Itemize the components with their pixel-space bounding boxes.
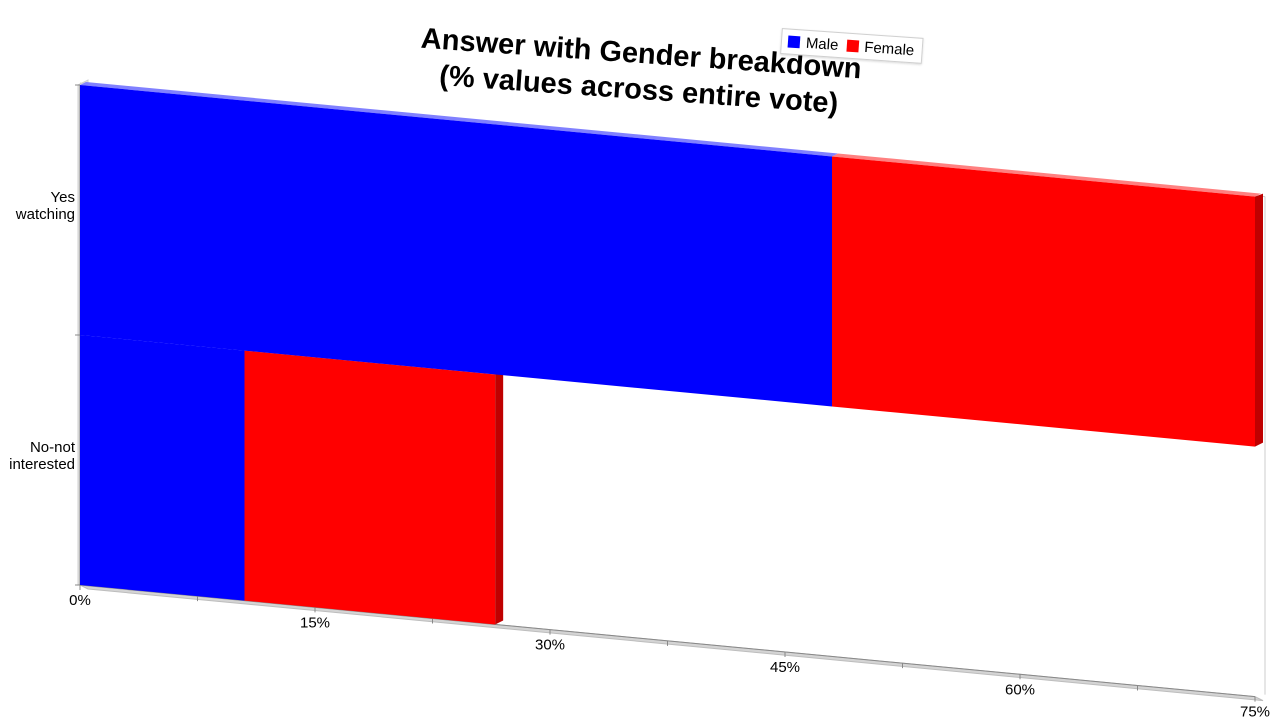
category-label-line: watching	[15, 206, 75, 223]
legend-swatch-male	[787, 35, 801, 49]
legend-swatch-female	[845, 39, 859, 53]
x-tick-label: 30%	[535, 637, 565, 654]
x-tick-label: 15%	[300, 614, 330, 631]
category-label-line: interested	[9, 456, 75, 473]
category-label-no-not-interested: No-not interested	[0, 439, 75, 473]
bar-top-face	[80, 82, 838, 157]
legend-item-female: Female	[845, 37, 915, 59]
category-label-line: No-not	[29, 439, 75, 456]
bar-female-1	[244, 350, 496, 625]
legend-label-female: Female	[863, 38, 915, 59]
legend-label-male: Male	[805, 34, 839, 54]
x-tick-label: 0%	[69, 592, 91, 609]
bar-male-1	[80, 335, 245, 601]
legend-item-male: Male	[787, 33, 839, 53]
x-tick-label: 60%	[1005, 681, 1035, 698]
category-label-yes-watching: Yes watching	[0, 189, 75, 223]
bar-side-face	[495, 371, 504, 625]
x-tick-label: 75%	[1240, 704, 1270, 720]
category-label-line: Yes	[50, 189, 75, 206]
bar-female-0	[832, 156, 1255, 447]
bar-male-0	[80, 85, 832, 407]
x-tick-label: 45%	[770, 659, 800, 676]
bar-side-face	[1255, 193, 1263, 447]
bar-top-face	[832, 153, 1261, 197]
